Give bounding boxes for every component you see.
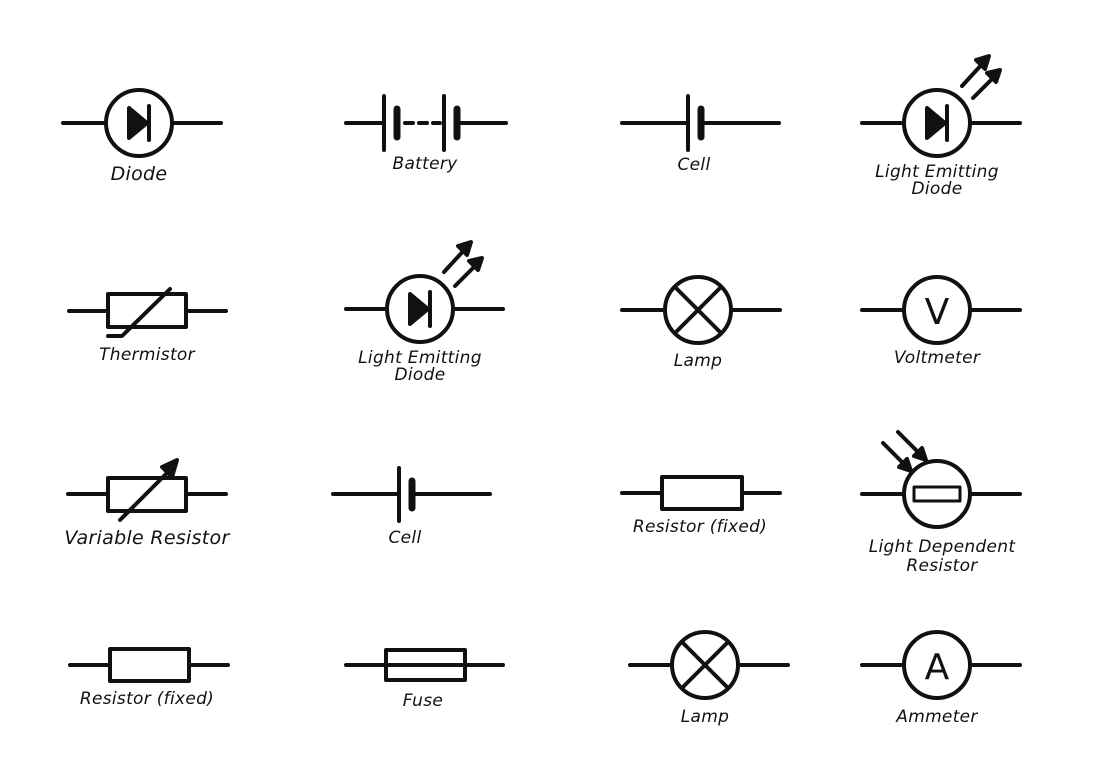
led-2-label-line2: Diode — [395, 365, 446, 385]
voltmeter-label: Voltmeter — [894, 348, 981, 368]
lamp-symbol: Lamp — [620, 275, 782, 371]
resistor-fixed-label: Resistor (fixed) — [633, 517, 767, 537]
variable-resistor-symbol: Variable Resistor — [64, 458, 230, 549]
ldr-symbol: Light Dependent Resistor — [860, 430, 1022, 576]
thermistor-symbol: Thermistor — [67, 287, 228, 365]
battery-symbol: Battery — [344, 94, 508, 174]
led-2-label-line1: Light Emitting — [358, 348, 482, 368]
ldr-label-line1: Light Dependent — [869, 537, 1017, 557]
resistor-fixed-symbol: Resistor (fixed) — [620, 475, 782, 537]
cell-2-label: Cell — [389, 528, 422, 548]
cell-symbol-2: Cell — [331, 466, 492, 548]
ammeter-label: Ammeter — [895, 707, 978, 727]
diode-symbol: Diode — [61, 88, 223, 185]
lamp-symbol-2: Lamp — [628, 630, 790, 727]
ammeter-symbol: A Ammeter — [860, 630, 1022, 727]
cell-symbol: Cell — [620, 94, 781, 175]
lamp-label: Lamp — [674, 351, 722, 371]
diode-label: Diode — [111, 163, 168, 185]
variable-resistor-label: Variable Resistor — [64, 527, 230, 549]
battery-label: Battery — [392, 154, 458, 174]
thermistor-label: Thermistor — [99, 345, 196, 365]
voltmeter-symbol: V Voltmeter — [860, 275, 1022, 368]
led-label-line1: Light Emitting — [875, 162, 999, 182]
led-symbol-2: Light Emitting Diode — [344, 240, 505, 385]
fuse-symbol: Fuse — [344, 648, 505, 711]
resistor-fixed-symbol-2: Resistor (fixed) — [68, 647, 230, 709]
led-symbol: Light Emitting Diode — [860, 54, 1022, 199]
led-label-line2: Diode — [912, 179, 963, 199]
fuse-label: Fuse — [403, 691, 443, 711]
ammeter-glyph: A — [925, 647, 950, 688]
ldr-label-line2: Resistor — [906, 556, 978, 576]
cell-label: Cell — [678, 155, 711, 175]
lamp-2-label: Lamp — [681, 707, 729, 727]
voltmeter-glyph: V — [925, 292, 950, 333]
resistor-fixed-2-label: Resistor (fixed) — [80, 689, 214, 709]
